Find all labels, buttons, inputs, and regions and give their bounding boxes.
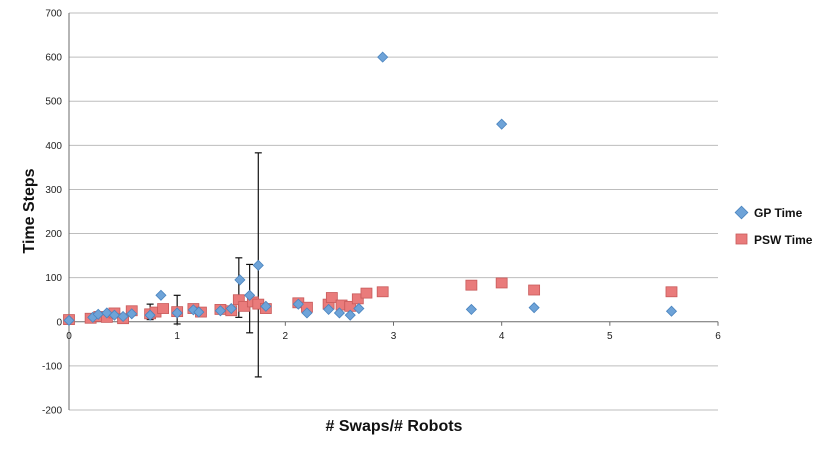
gridlines xyxy=(69,12,718,411)
x-tick-label: 3 xyxy=(391,331,397,342)
y-tick-labels: -200 -100 0 100 200 300 400 500 600 700 xyxy=(42,9,62,417)
gp-point xyxy=(234,274,246,286)
gp-point xyxy=(171,307,183,319)
y-tick-label: 200 xyxy=(45,229,62,240)
x-tick-label: 1 xyxy=(174,331,180,342)
gp-point xyxy=(126,308,138,320)
psw-point xyxy=(325,292,338,303)
x-tick-label: 0 xyxy=(66,331,72,342)
gp-point xyxy=(144,309,156,321)
gp-point xyxy=(117,310,129,323)
x-tick-label: 4 xyxy=(499,331,505,342)
psw-point xyxy=(376,286,389,298)
y-tick-label: -100 xyxy=(42,361,62,372)
y-tick-label: 500 xyxy=(45,97,62,108)
gp-point xyxy=(214,305,226,317)
psw-point xyxy=(495,277,508,289)
y-tick-label: 400 xyxy=(45,141,62,152)
x-tick-labels: 0 1 2 3 4 5 6 xyxy=(66,331,721,342)
y-tick-label: -200 xyxy=(42,406,62,417)
legend-gp-label: GP Time xyxy=(754,206,803,220)
gp-point xyxy=(155,289,167,301)
x-tick-label: 5 xyxy=(607,331,613,342)
y-tick-label: 0 xyxy=(56,317,62,328)
psw-time-series xyxy=(63,277,678,325)
x-tick-label: 2 xyxy=(283,331,289,342)
y-tick-label: 300 xyxy=(45,185,62,196)
error-bars xyxy=(146,152,262,378)
y-tick-label: 100 xyxy=(45,273,62,284)
psw-point xyxy=(360,287,373,299)
gp-point xyxy=(252,259,264,271)
gp-point xyxy=(377,51,389,63)
gp-point xyxy=(665,305,678,317)
gp-point xyxy=(301,307,313,319)
y-axis-title: Time Steps xyxy=(21,168,38,253)
gp-point xyxy=(323,303,335,315)
gp-point xyxy=(63,314,75,327)
gp-point xyxy=(92,308,104,320)
legend: GP Time PSW Time xyxy=(734,205,813,247)
psw-point xyxy=(528,284,541,296)
gp-point xyxy=(193,306,205,318)
gp-point xyxy=(108,309,120,321)
gp-point xyxy=(260,300,272,312)
psw-point xyxy=(157,303,170,314)
legend-psw-marker xyxy=(735,233,748,245)
gp-point xyxy=(333,307,345,319)
psw-point xyxy=(465,279,478,291)
gp-point xyxy=(353,302,365,315)
gp-point xyxy=(225,302,237,315)
psw-point xyxy=(351,293,364,305)
axes xyxy=(68,13,719,410)
x-axis-title: # Swaps/# Robots xyxy=(326,418,463,435)
gp-point xyxy=(344,309,356,321)
legend-gp-marker xyxy=(734,205,749,220)
gp-point xyxy=(528,302,540,314)
legend-psw-label: PSW Time xyxy=(754,233,813,247)
gp-point xyxy=(496,118,508,130)
x-tick-label: 6 xyxy=(715,331,721,342)
gp-point xyxy=(465,303,477,315)
gp-point xyxy=(244,289,256,301)
psw-point xyxy=(665,286,678,298)
y-tick-label: 600 xyxy=(45,53,62,64)
gp-time-series xyxy=(63,51,678,327)
y-tick-label: 700 xyxy=(45,9,62,20)
gp-point xyxy=(292,298,304,310)
